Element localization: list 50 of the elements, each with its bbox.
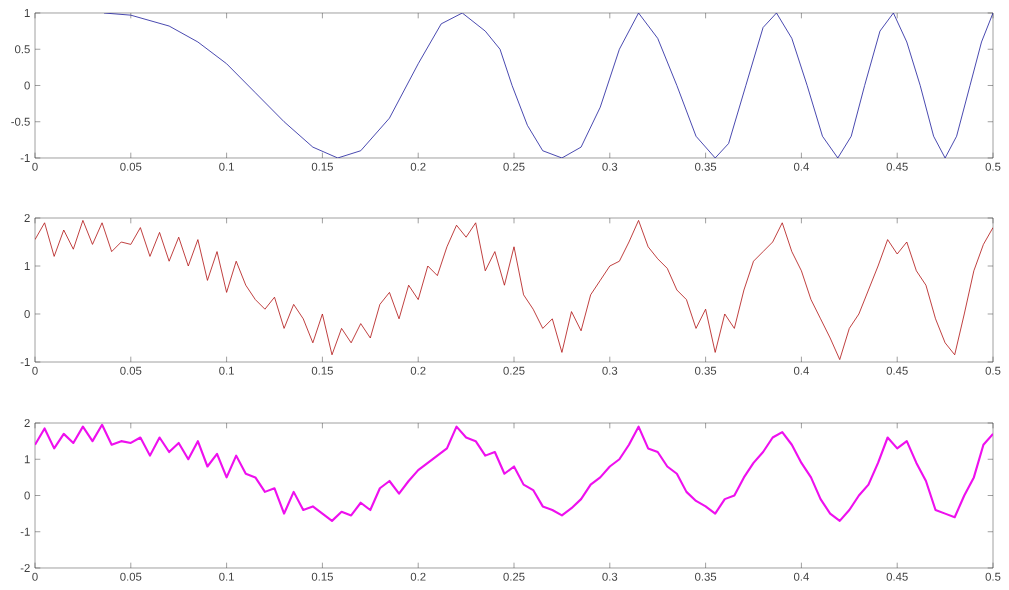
x-tick-label: 0.3 <box>602 572 618 581</box>
y-tick-label: -2 <box>20 564 30 572</box>
x-tick-label: 0.35 <box>695 162 717 171</box>
x-tick-label: 0.4 <box>793 366 809 375</box>
x-tick-label: 0.3 <box>602 366 618 375</box>
x-tick-label: 0.5 <box>985 366 1001 375</box>
x-tick-label: 0.05 <box>120 366 142 375</box>
x-tick-label: 0.2 <box>410 366 426 375</box>
y-tick-label: -0.5 <box>11 117 30 126</box>
x-tick-label: 0.3 <box>602 162 618 171</box>
x-tick-label: 0.35 <box>695 366 717 375</box>
y-tick-label: -1 <box>20 358 30 366</box>
x-tick-label: 0.15 <box>311 572 333 581</box>
x-tick-label: 0.25 <box>503 572 525 581</box>
x-tick-label: 0 <box>32 162 38 171</box>
x-tick-label: 0.1 <box>219 572 234 581</box>
y-tick-label: 1 <box>24 9 30 17</box>
line-series <box>103 13 994 158</box>
x-tick-label: 0.15 <box>311 366 333 375</box>
x-tick-label: 0.45 <box>886 162 908 171</box>
y-tick-label: 1 <box>24 455 30 464</box>
x-tick-label: 0 <box>32 572 38 581</box>
y-tick-label: 2 <box>24 214 30 222</box>
x-tick-label: 0.4 <box>793 572 809 581</box>
y-tick-label: -1 <box>20 527 30 536</box>
x-tick-label: 0.1 <box>219 366 234 375</box>
y-tick-label: 0.5 <box>14 45 30 54</box>
y-tick-label: 2 <box>24 419 30 427</box>
x-tick-label: 0.05 <box>120 572 142 581</box>
line-series <box>35 423 994 522</box>
x-tick-label: 0.15 <box>311 162 333 171</box>
x-tick-label: 0.25 <box>503 162 525 171</box>
x-tick-label: 0.2 <box>410 162 426 171</box>
x-tick-label: 0.1 <box>219 162 234 171</box>
x-tick-label: 0.25 <box>503 366 525 375</box>
y-tick-label: -1 <box>20 154 30 162</box>
y-tick-label: 0 <box>24 491 30 500</box>
x-tick-label: 0.45 <box>886 366 908 375</box>
x-tick-label: 0.4 <box>793 162 809 171</box>
x-tick-label: 0.45 <box>886 572 908 581</box>
x-tick-label: 0 <box>32 366 38 375</box>
line-series <box>35 220 994 360</box>
x-tick-label: 0.05 <box>120 162 142 171</box>
x-tick-label: 0.35 <box>695 572 717 581</box>
y-tick-label: 1 <box>24 262 30 270</box>
x-tick-label: 0.5 <box>985 572 1001 581</box>
x-tick-label: 0.2 <box>410 572 426 581</box>
y-tick-label: 0 <box>24 81 30 90</box>
x-tick-label: 0.5 <box>985 162 1001 171</box>
y-tick-label: 0 <box>24 310 30 319</box>
